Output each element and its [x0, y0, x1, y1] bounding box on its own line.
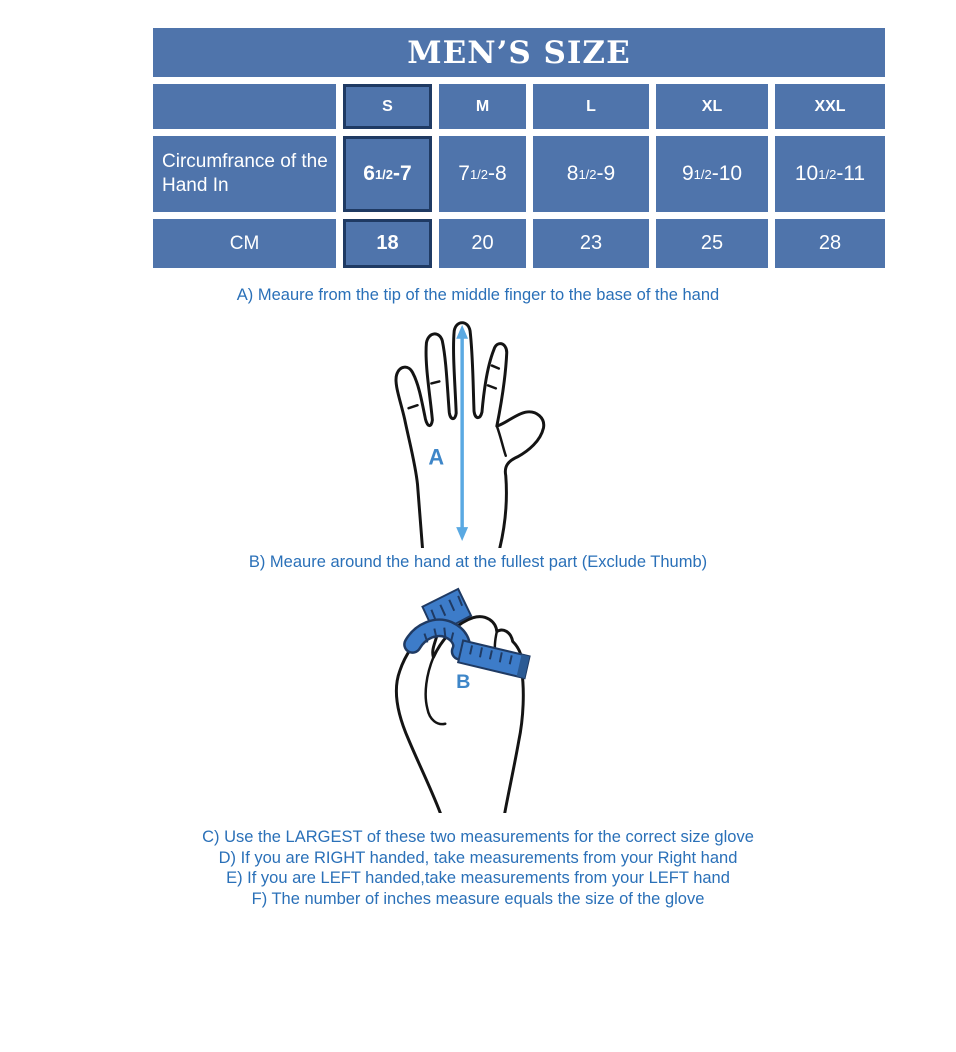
corner-cell: [153, 84, 336, 129]
inches-whole: 7: [458, 162, 470, 185]
inches-fraction: 1/2: [818, 166, 837, 182]
inches-fraction: 1/2: [578, 166, 597, 182]
inches-value-m: 7 1/2 -8: [439, 136, 526, 212]
cm-value-l: 23: [533, 219, 649, 268]
col-header-s: S: [343, 84, 432, 129]
arrow-head-bottom: [456, 526, 469, 541]
tape-end-shade: [516, 654, 530, 679]
cm-value-m: 20: [439, 219, 526, 268]
cm-value-xl: 25: [656, 219, 768, 268]
instruction-c: C) Use the LARGEST of these two measurem…: [202, 828, 754, 846]
col-header-xl: XL: [656, 84, 768, 129]
row-label-cm: CM: [153, 219, 336, 268]
col-header-m: M: [439, 84, 526, 129]
inches-range-end: -8: [488, 162, 507, 185]
col-header-l: L: [533, 84, 649, 129]
cm-value-s: 18: [343, 219, 432, 268]
instruction-e: E) If you are LEFT handed,take measureme…: [226, 869, 730, 887]
instruction-f: F) The number of inches measure equals t…: [251, 889, 705, 908]
open-hand-drawing: A: [394, 320, 546, 548]
inches-range-end: -7: [393, 162, 412, 185]
col-header-xxl: XXL: [775, 84, 885, 129]
inches-whole: 8: [566, 162, 579, 185]
inches-whole: 9: [681, 162, 694, 185]
instruction-d: D) If you are RIGHT handed, take measure…: [218, 848, 738, 867]
inches-fraction: 1/2: [469, 166, 489, 182]
hand-girth-illustration: B: [0, 579, 956, 813]
inches-fraction: 1/2: [693, 166, 712, 182]
tape-ticks-upper: [430, 595, 464, 621]
inches-range-end: -9: [596, 162, 616, 185]
inches-fraction: 1/2: [374, 166, 394, 182]
notes-block: C) Use the LARGEST of these two measurem…: [0, 827, 956, 909]
table-title: MEN’S SIZE: [153, 28, 885, 77]
inches-whole: 6: [363, 162, 375, 185]
size-guide-page: { "title": "MEN’S SIZE", "table": { "cor…: [0, 28, 956, 1052]
instruction-a: A) Meaure from the tip of the middle fin…: [236, 286, 720, 304]
instruction-b: B) Meaure around the hand at the fullest…: [248, 552, 708, 571]
row-label-circumference: Circumfrance of the Hand In: [153, 136, 336, 212]
arrow-head-top: [456, 324, 469, 339]
hand-length-illustration: A: [0, 314, 956, 548]
label-b: B: [456, 671, 470, 693]
cm-value-xxl: 28: [775, 219, 885, 268]
label-a: A: [428, 444, 444, 469]
tape-ticks-curl: [423, 627, 455, 643]
inches-value-xxl: 10 1/2 -11: [775, 136, 885, 212]
size-chart-table: MEN’S SIZE S M L XL XXL Circumfrance of …: [153, 28, 885, 268]
fist-drawing: B: [394, 587, 531, 813]
inches-range-end: -10: [711, 162, 743, 185]
tape-ticks-right: [469, 645, 513, 665]
inches-value-xl: 9 1/2 -10: [656, 136, 768, 212]
inches-value-l: 8 1/2 -9: [533, 136, 649, 212]
inches-value-s: 6 1/2 -7: [343, 136, 432, 212]
inches-range-end: -11: [836, 162, 866, 185]
inches-whole: 10: [794, 162, 819, 185]
